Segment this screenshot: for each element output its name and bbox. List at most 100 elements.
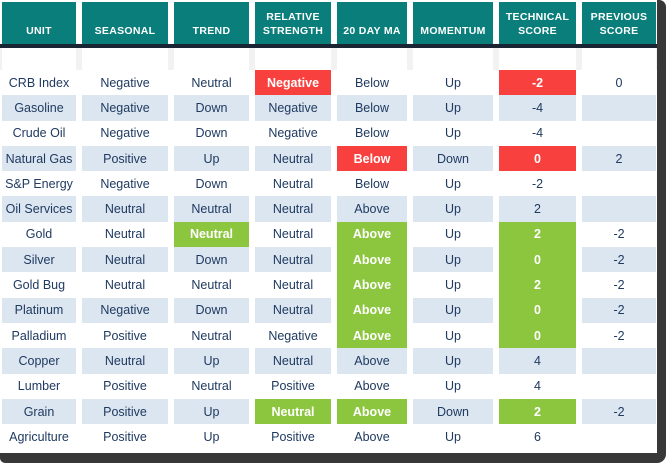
seasonal-cell: Negative — [82, 297, 168, 323]
previous-score-cell — [582, 348, 656, 374]
screenshot-frame: UNIT SEASONAL TREND RELATIVE STRENGTH 20 DAY… — [0, 0, 666, 463]
unit-cell: Oil Services — [2, 196, 76, 222]
unit-cell: Agriculture — [2, 424, 76, 450]
blank-cell — [499, 48, 576, 70]
technical-score-cell: 2 — [499, 221, 576, 248]
trend-cell: Up — [174, 424, 249, 450]
column-header-momentum: MOMENTUM — [413, 2, 493, 44]
table-row-copper: Copper Neutral Up Neutral Above Up 4 — [2, 348, 657, 374]
column-header-previous-score: PREVIOUS SCORE — [582, 2, 656, 44]
table-row-lumber: Lumber Positive Neutral Positive Above Up 4 — [2, 373, 657, 399]
table-row-agriculture: Agriculture Positive Up Positive Above Up 6 — [2, 424, 657, 450]
blank-cell — [174, 48, 249, 70]
relative-strength-cell: Neutral — [255, 145, 331, 172]
unit-cell: CRB Index — [2, 70, 76, 96]
blank-cell — [337, 48, 407, 70]
twenty-day-ma-cell: Above — [337, 348, 407, 374]
table-row-grain: Grain Positive Up Neutral Above Down 2 -2 — [2, 398, 657, 425]
momentum-cell: Up — [413, 95, 493, 121]
unit-cell: Platinum — [2, 297, 76, 323]
blank-spacer-row — [0, 48, 657, 70]
relative-strength-cell: Neutral — [255, 247, 331, 273]
twenty-day-ma-cell: Below — [337, 70, 407, 96]
blank-cell — [255, 48, 331, 70]
unit-cell: Silver — [2, 247, 76, 273]
technical-score-cell: 2 — [499, 272, 576, 298]
column-header-trend: TREND — [174, 2, 249, 44]
seasonal-cell: Negative — [82, 171, 168, 197]
technical-score-cell: 2 — [499, 398, 576, 425]
twenty-day-ma-cell: Above — [337, 297, 407, 323]
momentum-cell: Up — [413, 348, 493, 374]
column-header-seasonal: SEASONAL — [82, 2, 168, 44]
relative-strength-cell: Neutral — [255, 221, 331, 248]
unit-cell: S&P Energy — [2, 171, 76, 197]
technical-score-cell: 0 — [499, 145, 576, 172]
table-row-platinum: Platinum Negative Down Neutral Above Up 0 -2 — [2, 297, 657, 323]
previous-score-cell — [582, 424, 656, 450]
twenty-day-ma-cell: Above — [337, 322, 407, 349]
relative-strength-cell: Neutral — [255, 348, 331, 374]
trend-cell: Neutral — [174, 196, 249, 222]
previous-score-cell — [582, 120, 656, 146]
unit-cell: Crude Oil — [2, 120, 76, 146]
twenty-day-ma-cell: Above — [337, 196, 407, 222]
seasonal-cell: Positive — [82, 145, 168, 172]
twenty-day-ma-cell: Below — [337, 171, 407, 197]
unit-cell: Gold — [2, 221, 76, 248]
momentum-cell: Up — [413, 70, 493, 96]
previous-score-cell: -2 — [582, 398, 656, 425]
trend-cell: Neutral — [174, 373, 249, 399]
relative-strength-cell: Neutral — [255, 196, 331, 222]
technical-score-cell: -2 — [499, 70, 576, 96]
technical-score-cell: 0 — [499, 297, 576, 323]
trend-cell: Up — [174, 145, 249, 172]
technical-score-table: UNIT SEASONAL TREND RELATIVE STRENGTH 20 DAY… — [0, 2, 657, 450]
momentum-cell: Up — [413, 373, 493, 399]
momentum-cell: Up — [413, 247, 493, 273]
table-row-gold: Gold Neutral Neutral Neutral Above Up 2 -2 — [2, 221, 657, 248]
unit-cell: Copper — [2, 348, 76, 374]
twenty-day-ma-cell: Above — [337, 398, 407, 425]
twenty-day-ma-cell: Below — [337, 120, 407, 146]
trend-cell: Neutral — [174, 272, 249, 298]
relative-strength-cell: Neutral — [255, 297, 331, 323]
previous-score-cell: 0 — [582, 70, 656, 96]
seasonal-cell: Positive — [82, 424, 168, 450]
previous-score-cell — [582, 373, 656, 399]
momentum-cell: Down — [413, 145, 493, 172]
trend-cell: Neutral — [174, 70, 249, 96]
relative-strength-cell: Negative — [255, 70, 331, 96]
seasonal-cell: Neutral — [82, 221, 168, 248]
trend-cell: Down — [174, 95, 249, 121]
unit-cell: Grain — [2, 398, 76, 425]
technical-score-cell: 0 — [499, 247, 576, 273]
momentum-cell: Up — [413, 272, 493, 298]
seasonal-cell: Negative — [82, 70, 168, 96]
momentum-cell: Up — [413, 424, 493, 450]
trend-cell: Neutral — [174, 322, 249, 349]
blank-cell — [2, 48, 76, 70]
unit-cell: Gold Bug — [2, 272, 76, 298]
table-row-natural-gas: Natural Gas Positive Up Neutral Below Down 0 2 — [2, 145, 657, 172]
unit-cell: Palladium — [2, 322, 76, 349]
relative-strength-cell: Negative — [255, 322, 331, 349]
previous-score-cell: -2 — [582, 221, 656, 248]
table-row-crb-index: CRB Index Negative Neutral Negative Below Up -… — [2, 70, 657, 96]
twenty-day-ma-cell: Above — [337, 424, 407, 450]
table-body: CRB Index Negative Neutral Negative Below Up -… — [2, 70, 657, 450]
previous-score-cell — [582, 171, 656, 197]
unit-cell: Lumber — [2, 373, 76, 399]
relative-strength-cell: Negative — [255, 95, 331, 121]
seasonal-cell: Neutral — [82, 247, 168, 273]
table-row-crude-oil: Crude Oil Negative Down Negative Below Up -4 — [2, 120, 657, 146]
trend-cell: Up — [174, 348, 249, 374]
previous-score-cell: -2 — [582, 247, 656, 273]
previous-score-cell — [582, 196, 656, 222]
table-row-gold-bug: Gold Bug Neutral Neutral Neutral Above Up 2 -2 — [2, 272, 657, 298]
blank-cell — [82, 48, 168, 70]
previous-score-cell: -2 — [582, 297, 656, 323]
seasonal-cell: Neutral — [82, 272, 168, 298]
technical-score-cell: 4 — [499, 373, 576, 399]
unit-cell: Gasoline — [2, 95, 76, 121]
